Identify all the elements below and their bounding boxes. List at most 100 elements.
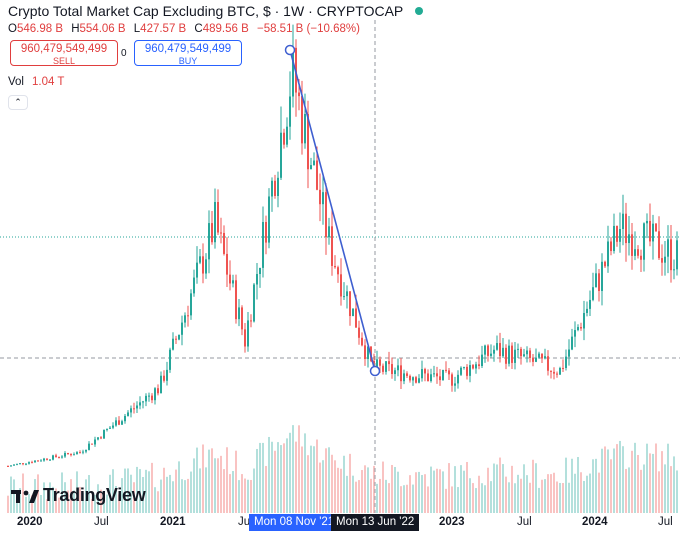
candle-body xyxy=(418,378,420,383)
volume-bar xyxy=(544,479,546,513)
candle-body xyxy=(355,308,357,328)
volume-bar xyxy=(301,446,303,513)
volume-bar xyxy=(409,475,411,513)
volume-bar xyxy=(313,446,315,513)
candle-body xyxy=(115,420,117,426)
volume-bar xyxy=(517,474,519,513)
volume-bar xyxy=(661,451,663,513)
volume-bar xyxy=(103,498,105,513)
spread-value: 0 xyxy=(121,48,127,59)
candle-body xyxy=(553,371,555,374)
volume-bar xyxy=(124,468,126,513)
candle-body xyxy=(451,374,453,386)
collapse-legend-button[interactable]: ⌃ xyxy=(8,95,28,110)
volume-bar xyxy=(448,463,450,513)
volume-bar xyxy=(232,471,234,513)
candle-body xyxy=(124,415,126,422)
tradingview-logo[interactable]: TradingView xyxy=(11,485,146,506)
volume-bar xyxy=(550,474,552,513)
candle-body xyxy=(568,349,570,357)
volume-bar xyxy=(553,472,555,513)
volume-bar xyxy=(646,443,648,513)
candle-body xyxy=(601,261,603,292)
volume-bar xyxy=(217,458,219,513)
volume-bar xyxy=(208,449,210,513)
buy-button[interactable]: 960,479,549,499 BUY xyxy=(134,40,242,66)
volume-bar xyxy=(394,466,396,513)
volume-bar xyxy=(85,479,87,513)
candle-body xyxy=(532,358,534,362)
volume-bar xyxy=(49,482,51,513)
candle-body xyxy=(394,370,396,375)
candle-body xyxy=(409,375,411,381)
volume-bar xyxy=(385,479,387,513)
candle-body xyxy=(436,373,438,377)
candle-body xyxy=(46,458,48,460)
volume-bar xyxy=(97,484,99,513)
candle-body xyxy=(631,234,633,256)
close-value: 489.56 B xyxy=(202,23,249,35)
candle-body xyxy=(52,455,54,460)
tradingview-wordmark: TradingView xyxy=(43,485,146,505)
volume-bar xyxy=(226,447,228,513)
candle-body xyxy=(70,454,72,456)
candle-body xyxy=(586,308,588,313)
candle-body xyxy=(289,96,291,127)
tradingview-logo-icon xyxy=(11,489,39,503)
volume-bar xyxy=(463,470,465,513)
volume-bar xyxy=(52,486,54,513)
candle-body xyxy=(649,220,651,242)
candle-body xyxy=(139,402,141,406)
volume-bar xyxy=(343,455,345,513)
symbol-title[interactable]: Crypto Total Market Cap Excluding BTC, $… xyxy=(8,3,404,19)
volume-bar xyxy=(370,478,372,513)
chevron-double-up-icon: ⌃ xyxy=(14,97,22,107)
volume-bar xyxy=(61,472,63,513)
volume-bar xyxy=(196,447,198,513)
candle-body xyxy=(160,375,162,394)
volume-bar xyxy=(508,482,510,513)
volume-bar xyxy=(166,476,168,513)
volume-bar xyxy=(364,465,366,513)
candle-body xyxy=(151,395,153,401)
volume-bar xyxy=(211,448,213,513)
close-key: C xyxy=(194,23,203,35)
candle-body xyxy=(487,345,489,356)
candle-body xyxy=(25,463,27,465)
volume-bar xyxy=(460,465,462,513)
candle-body xyxy=(220,232,222,234)
volume-bar xyxy=(535,463,537,513)
volume-bar xyxy=(658,471,660,513)
candle-body xyxy=(379,359,381,366)
volume-bar xyxy=(202,444,204,513)
volume-bar xyxy=(10,476,12,513)
volume-bar xyxy=(388,483,390,513)
candle-body xyxy=(235,280,237,320)
candle-body xyxy=(580,327,582,329)
candle-body xyxy=(565,356,567,369)
candle-body xyxy=(343,296,345,298)
candle-body xyxy=(643,223,645,260)
candle-body xyxy=(82,451,84,453)
volume-bar xyxy=(229,474,231,513)
candle-body xyxy=(121,421,123,425)
volume-bar xyxy=(529,482,531,513)
candle-body xyxy=(538,353,540,358)
candle-body xyxy=(463,366,465,368)
candle-body xyxy=(523,354,525,357)
candle-body xyxy=(466,366,468,376)
candle-body xyxy=(103,429,105,439)
volume-bar xyxy=(652,453,654,513)
candle-body xyxy=(676,240,678,270)
volume-bar xyxy=(433,470,435,513)
volume-bar xyxy=(577,457,579,513)
candle-body xyxy=(349,291,351,317)
volume-bar xyxy=(547,474,549,513)
candle-body xyxy=(304,113,306,144)
candle-body xyxy=(283,132,285,145)
candle-body xyxy=(154,388,156,401)
volume-bar xyxy=(328,447,330,513)
volume-bar xyxy=(259,442,261,513)
sell-button[interactable]: 960,479,549,499 SELL xyxy=(10,40,118,66)
